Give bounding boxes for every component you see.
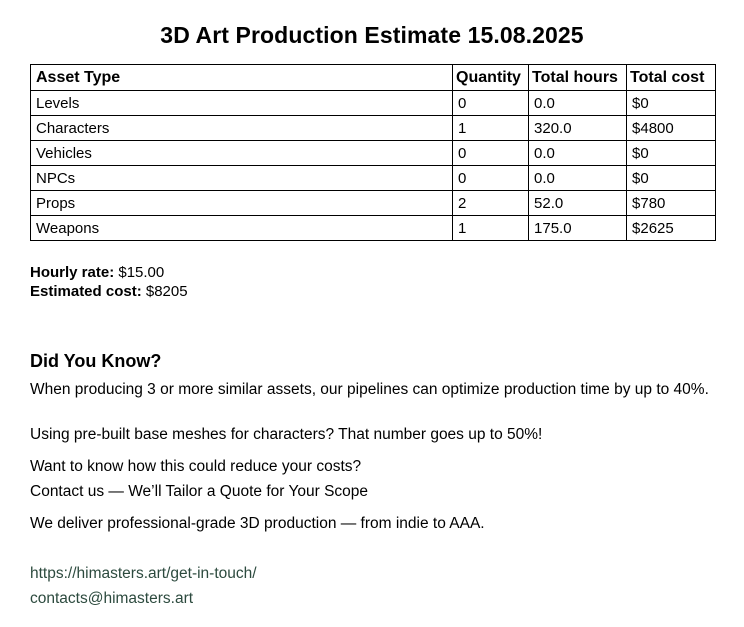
estimated-cost-label: Estimated cost: xyxy=(30,283,142,300)
contact-url-link[interactable]: https://himasters.art/get-in-touch/ xyxy=(30,565,257,582)
cell-total-cost: $0 xyxy=(626,90,716,116)
cell-asset-type: NPCs xyxy=(29,165,454,191)
did-you-know-paragraph-5: We deliver professional-grade 3D product… xyxy=(30,515,485,532)
did-you-know-paragraph-2: Using pre-built base meshes for characte… xyxy=(30,426,543,443)
cell-total-hours: 0.0 xyxy=(528,140,628,166)
header-total-hours: Total hours xyxy=(528,64,628,91)
table-row: Characters 1 320.0 $4800 xyxy=(29,115,716,141)
estimated-cost-line: Estimated cost: $8205 xyxy=(30,282,188,301)
cell-total-cost: $0 xyxy=(626,140,716,166)
cell-total-hours: 320.0 xyxy=(528,115,628,141)
table-row: Vehicles 0 0.0 $0 xyxy=(29,140,716,166)
cell-quantity: 2 xyxy=(452,190,530,216)
header-total-cost: Total cost xyxy=(626,64,716,91)
table-row: Levels 0 0.0 $0 xyxy=(29,90,716,116)
header-quantity: Quantity xyxy=(452,64,530,91)
table-row: Props 2 52.0 $780 xyxy=(29,190,716,216)
cell-asset-type: Props xyxy=(29,190,454,216)
hourly-rate-line: Hourly rate: $15.00 xyxy=(30,263,188,282)
cell-asset-type: Weapons xyxy=(29,215,454,241)
document-title: 3D Art Production Estimate 15.08.2025 xyxy=(160,22,584,48)
table-row: NPCs 0 0.0 $0 xyxy=(29,165,716,191)
cell-quantity: 0 xyxy=(452,90,530,116)
hourly-rate-label: Hourly rate: xyxy=(30,264,115,281)
cell-quantity: 1 xyxy=(452,215,530,241)
contact-email-link[interactable]: contacts@himasters.art xyxy=(30,590,194,607)
did-you-know-paragraph-1: When producing 3 or more similar assets,… xyxy=(30,381,709,398)
cell-total-cost: $0 xyxy=(626,165,716,191)
estimated-cost-value: $8205 xyxy=(145,283,188,300)
cell-quantity: 0 xyxy=(452,140,530,166)
cell-asset-type: Levels xyxy=(29,90,454,116)
cell-total-hours: 175.0 xyxy=(528,215,628,241)
table-header-row: Asset Type Quantity Total hours Total co… xyxy=(29,64,716,91)
estimate-table: Asset Type Quantity Total hours Total co… xyxy=(29,64,716,241)
cell-total-cost: $4800 xyxy=(626,115,716,141)
cell-total-cost: $780 xyxy=(626,190,716,216)
cell-asset-type: Vehicles xyxy=(29,140,454,166)
header-asset-type: Asset Type xyxy=(29,64,454,91)
did-you-know-heading: Did You Know? xyxy=(30,351,162,371)
cost-summary: Hourly rate: $15.00 Estimated cost: $820… xyxy=(30,263,188,301)
cell-total-cost: $2625 xyxy=(626,215,716,241)
cell-total-hours: 0.0 xyxy=(528,165,628,191)
hourly-rate-value: $15.00 xyxy=(118,264,165,281)
did-you-know-paragraph-4: Contact us — We’ll Tailor a Quote for Yo… xyxy=(30,483,369,500)
cell-total-hours: 0.0 xyxy=(528,90,628,116)
table-row: Weapons 1 175.0 $2625 xyxy=(29,215,716,241)
cell-asset-type: Characters xyxy=(29,115,454,141)
cell-total-hours: 52.0 xyxy=(528,190,628,216)
cell-quantity: 0 xyxy=(452,165,530,191)
did-you-know-paragraph-3: Want to know how this could reduce your … xyxy=(30,458,362,475)
cell-quantity: 1 xyxy=(452,115,530,141)
